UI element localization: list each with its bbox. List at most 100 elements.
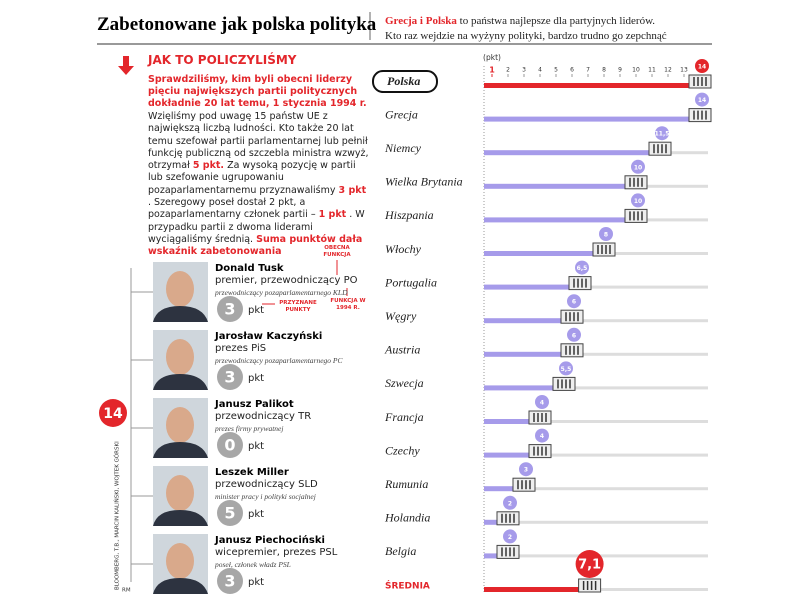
block-icon	[528, 444, 552, 459]
bar	[484, 150, 660, 156]
block-icon	[496, 544, 520, 559]
block-icon	[560, 343, 584, 358]
leader-role: przewodniczący SLD	[215, 479, 318, 490]
x-tick-label: 9	[618, 67, 622, 74]
category-label: Hiszpania	[384, 208, 434, 222]
photo-suit	[153, 442, 208, 458]
points-unit: pkt	[248, 441, 264, 452]
x-tick-label: 4	[538, 67, 542, 74]
value-badge	[655, 126, 669, 141]
bar	[484, 116, 700, 122]
category-label: Holandia	[384, 511, 430, 525]
x-tick-label: 1	[489, 66, 495, 75]
bar	[484, 419, 540, 424]
value-label: 10	[634, 164, 642, 171]
track	[524, 487, 708, 491]
method-body: Wzięliśmy pod uwagę 15 państw UE z najwi…	[148, 111, 370, 259]
block-icon	[688, 74, 712, 89]
points-value: 3	[224, 572, 235, 591]
value-badge	[559, 361, 573, 376]
bar	[484, 284, 580, 290]
x-tick-label: 3	[522, 67, 526, 74]
leader-name: Jarosław Kaczyński	[215, 331, 323, 342]
x-tick-label: 13	[680, 67, 688, 74]
block-icon	[648, 141, 672, 156]
points-value: 5	[224, 504, 235, 523]
photo-face	[166, 543, 194, 579]
highlight-text: Suma punktów dała wskaźnik zabetonowania	[148, 233, 363, 258]
x-tick-label: 7	[586, 67, 590, 74]
x-tick-label: 11	[648, 67, 656, 74]
x-tick-label: 5	[554, 67, 558, 74]
category-label: Wielka Brytania	[385, 175, 463, 189]
category-label: Niemcy	[384, 141, 422, 155]
photo-face	[166, 475, 194, 511]
annotation: PRZYZNANE PUNKTY	[279, 300, 317, 313]
arrow-icon	[118, 56, 134, 75]
block-icon	[592, 242, 616, 257]
category-label: ŚREDNIA	[385, 580, 430, 592]
track	[508, 554, 708, 558]
block-icon	[568, 276, 592, 291]
x-axis-label: (pkt)	[483, 53, 501, 62]
credit: BLOOMBERG, T.B., MARCIN KALIŃSKI, WOJTEK…	[114, 441, 121, 590]
x-tick-label: 12	[664, 67, 672, 74]
category-label: Polska	[387, 74, 420, 88]
photo-suit	[153, 374, 208, 390]
bar	[484, 183, 636, 189]
category-label: Austria	[384, 343, 420, 357]
leader-name: Leszek Miller	[215, 467, 289, 478]
value-label: 4	[540, 433, 544, 440]
category-label: Węgry	[385, 309, 417, 323]
category-label: Francja	[384, 410, 424, 424]
category-label: Portugalia	[384, 275, 437, 289]
value-label: 14	[698, 64, 706, 71]
leader-role: wicepremier, prezes PSL	[215, 547, 338, 558]
value-badge	[519, 462, 533, 477]
subtitle-text: Kto raz wejdzie na wyżyny polityki, bard…	[385, 30, 667, 42]
value-badge	[631, 193, 645, 208]
value-badge	[695, 92, 709, 107]
highlight-text: 3 pkt	[338, 184, 367, 196]
track	[540, 420, 708, 423]
photo-face	[166, 271, 194, 307]
body-text: . Szeregowy poseł dostał 2 pkt, a pozapa…	[148, 197, 316, 221]
block-icon	[624, 208, 648, 223]
initials: RM	[122, 588, 131, 594]
value-badge	[575, 260, 589, 275]
total-badge	[99, 399, 127, 427]
bar	[484, 553, 508, 559]
value-label: 6	[572, 332, 576, 339]
value-label: 11,5	[655, 131, 670, 138]
bar	[484, 351, 572, 357]
value-badge	[567, 294, 581, 309]
track	[660, 151, 708, 155]
x-tick-label: 10	[632, 67, 640, 74]
block-icon	[552, 376, 576, 391]
points-unit: pkt	[248, 305, 264, 316]
track	[508, 520, 708, 524]
value-label: 2	[508, 534, 512, 541]
value-badge	[599, 227, 613, 241]
points-badge	[217, 296, 243, 322]
leader-role: premier, przewodniczący PO	[215, 275, 358, 286]
points-unit: pkt	[248, 509, 264, 520]
points-badge	[217, 500, 243, 526]
leader-role-1994: poseł, członek władz PSL	[215, 560, 291, 569]
track	[572, 352, 708, 356]
value-label: 14	[698, 97, 706, 104]
bar	[484, 587, 590, 592]
method-intro: Sprawdziliśmy, kim byli obecni liderzy p…	[148, 74, 367, 109]
x-tick-label: 8	[602, 67, 606, 74]
title: Zabetonowane jak polska polityka	[97, 14, 377, 35]
subtitle-text: to państwa najlepsze dla partyjnych lide…	[459, 15, 656, 27]
photo-suit	[153, 306, 208, 322]
track	[572, 319, 708, 323]
leader-role: przewodniczący TR	[215, 411, 312, 422]
bar	[484, 318, 572, 324]
value-label: 6,5	[577, 265, 588, 272]
points-badge	[217, 364, 243, 390]
points-value: 0	[224, 436, 235, 455]
photo-suit	[153, 578, 208, 594]
bar	[484, 519, 508, 525]
